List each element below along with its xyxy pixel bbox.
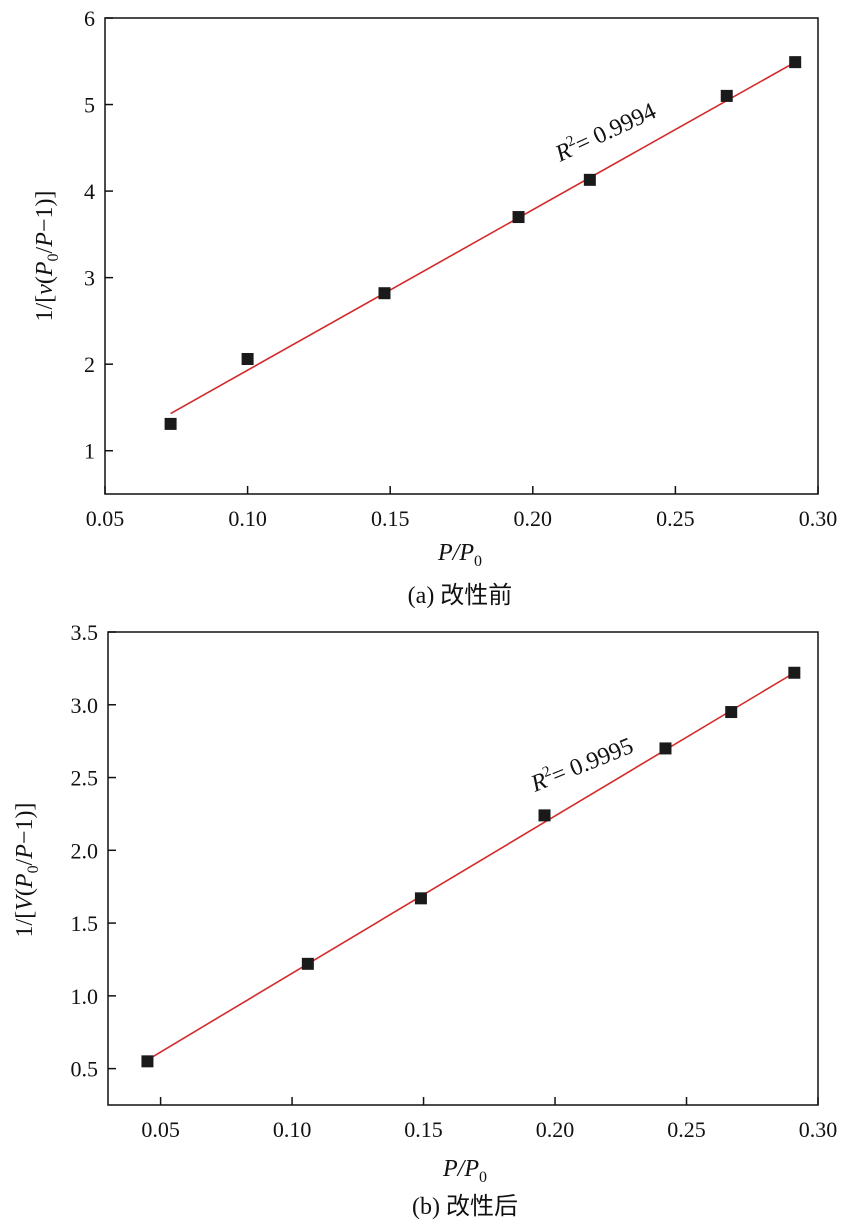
y-axis-label: 1/[v(P0/P−1)] [32, 191, 62, 322]
data-point [301, 957, 314, 970]
y-tick-label: 2.5 [71, 766, 99, 791]
y-tick-label: 1.0 [71, 984, 99, 1009]
data-point [141, 1055, 154, 1068]
x-axis-label: P/P0 [442, 1156, 487, 1186]
y-ticks: 1 2 3 4 5 6 [84, 6, 113, 464]
y-tick-label: 0.5 [71, 1057, 99, 1082]
x-tick-label: 0.30 [799, 1117, 838, 1142]
x-tick-label: 0.20 [514, 506, 553, 531]
data-point [512, 211, 525, 224]
chart-caption: (a) 改性前 [408, 582, 513, 609]
y-tick-label: 2 [84, 352, 95, 377]
x-tick-label: 0.25 [667, 1117, 706, 1142]
x-tick-label: 0.20 [536, 1117, 575, 1142]
y-axis-label: 1/[V(P0/P−1)] [12, 803, 42, 938]
y-tick-label: 3 [84, 266, 95, 291]
r-squared-annotation: R2= 0.9994 [550, 97, 660, 168]
data-points [164, 56, 802, 430]
chart-panel-b: 0.51.01.52.02.53.03.5 0.05 0.10 0.15 0.20 0.… [12, 620, 837, 1220]
data-point [789, 56, 802, 69]
data-point [725, 706, 738, 719]
data-point [538, 809, 551, 822]
fit-line-group [147, 672, 795, 1061]
x-ticks: 0.05 0.10 0.15 0.20 0.25 0.30 [141, 1097, 837, 1142]
y-tick-label: 6 [84, 6, 95, 31]
x-tick-label: 0.15 [404, 1117, 443, 1142]
y-tick-label: 1.5 [71, 911, 99, 936]
data-point [164, 417, 177, 430]
x-ticks: 0.05 0.10 0.15 0.20 0.25 0.30 [86, 486, 838, 531]
data-point [583, 173, 596, 186]
x-tick-label: 0.15 [371, 506, 410, 531]
data-point [414, 892, 427, 905]
y-tick-label: 4 [84, 179, 95, 204]
x-tick-label: 0.10 [228, 506, 267, 531]
fit-line-group [170, 61, 796, 415]
y-tick-label: 5 [84, 93, 95, 118]
x-tick-label: 0.30 [799, 506, 838, 531]
y-tick-label: 2.0 [71, 838, 99, 863]
data-points [141, 666, 801, 1068]
data-point [720, 89, 733, 102]
x-tick-label: 0.25 [656, 506, 695, 531]
fit-line [147, 672, 795, 1061]
data-point [659, 742, 672, 755]
chart-caption: (b) 改性后 [412, 1193, 518, 1220]
plot-frame [104, 17, 819, 495]
data-point [788, 666, 801, 679]
y-ticks: 0.5 1.0 1.5 2.0 2.5 3.0 3.5 [71, 620, 116, 1082]
y-tick-label: 3.5 [71, 620, 99, 645]
data-point [378, 287, 391, 300]
chart-panel-a: 1 2 3 4 5 6 0.05 0.10 0.15 0.20 0.25 0.30 R2= 0.99… [32, 6, 837, 609]
x-axis-label: P/P0 [437, 540, 482, 570]
data-point [241, 352, 254, 365]
y-tick-label: 1 [84, 439, 95, 464]
fit-line [170, 61, 796, 415]
y-tick-label: 3.0 [71, 693, 99, 718]
x-tick-label: 0.05 [141, 1117, 180, 1142]
plot-frame [107, 631, 819, 1106]
x-tick-label: 0.10 [273, 1117, 312, 1142]
x-tick-label: 0.05 [86, 506, 125, 531]
r-squared-annotation: R2= 0.9995 [526, 731, 637, 798]
